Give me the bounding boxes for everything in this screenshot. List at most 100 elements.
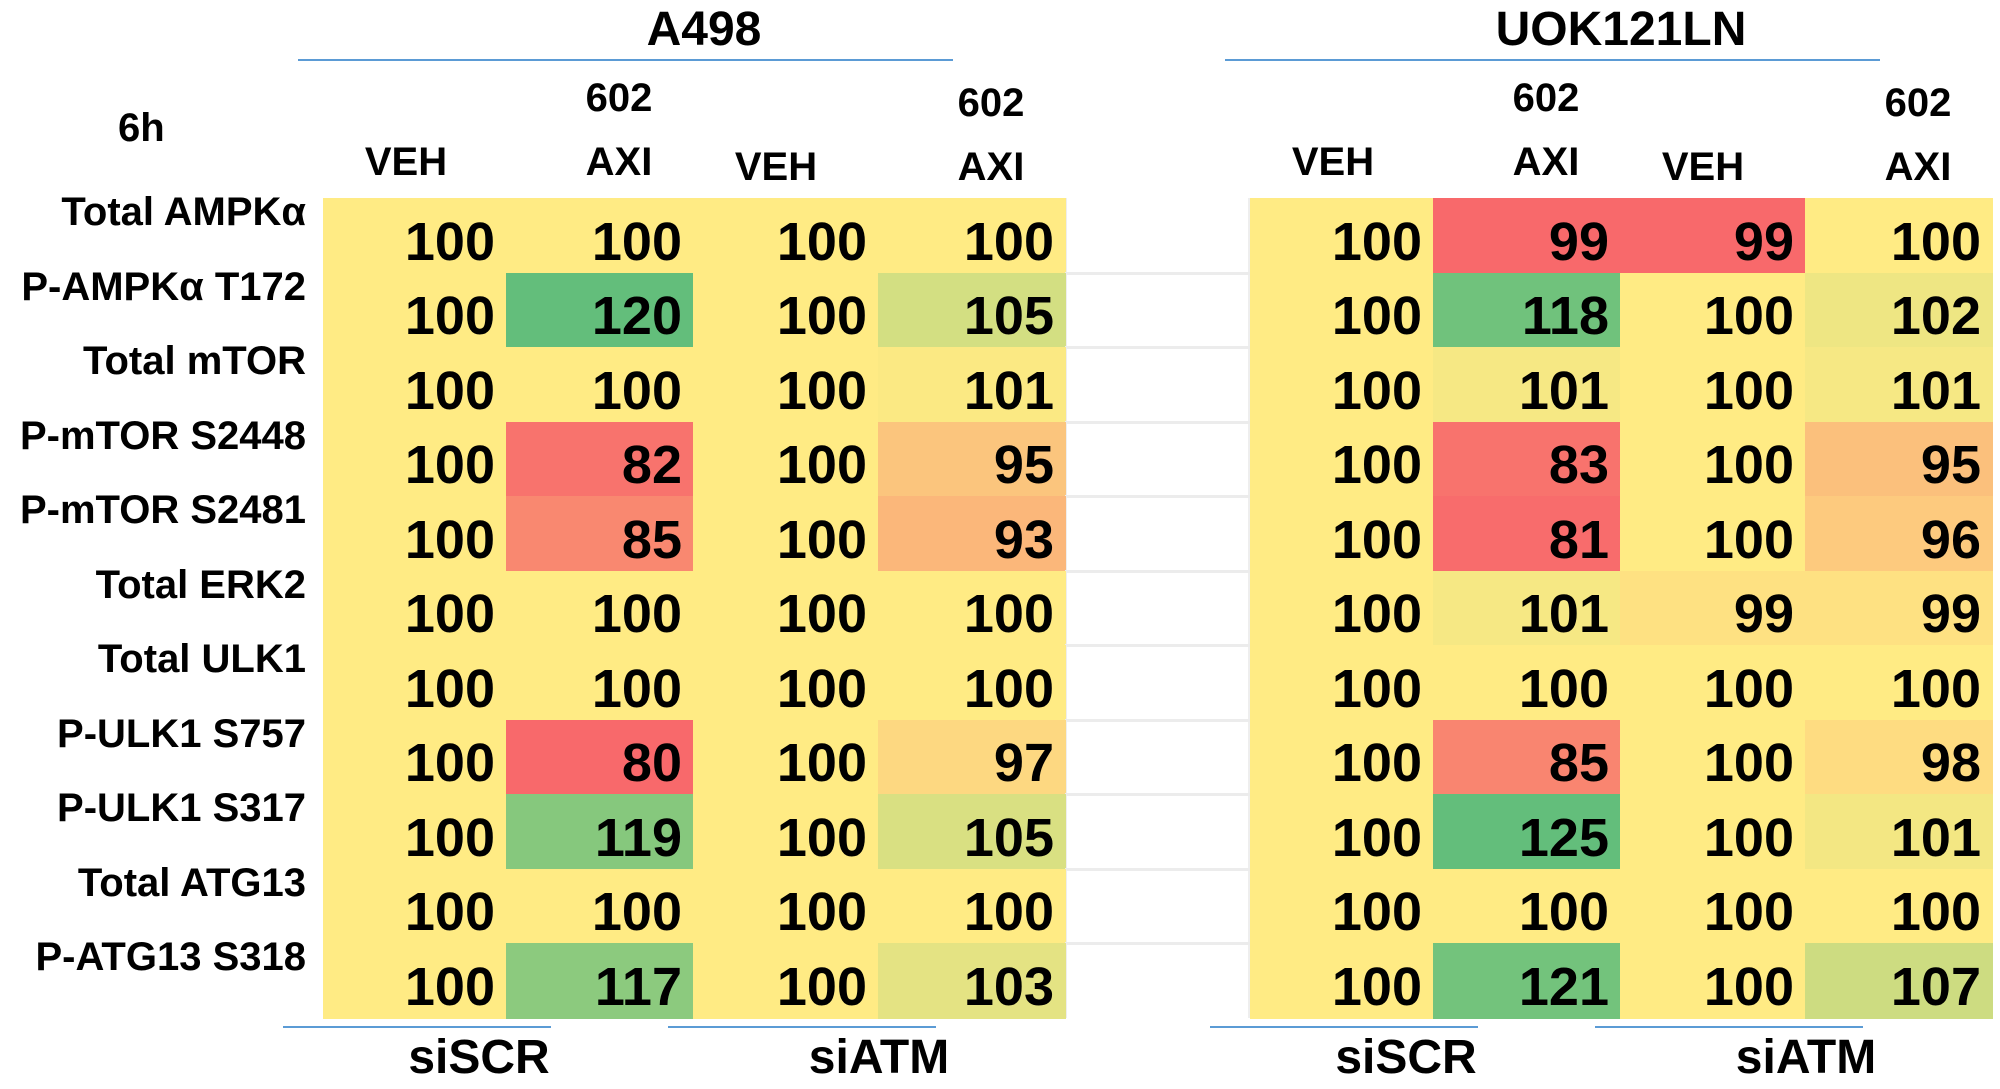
heatmap-cell: 95 [1805,421,1993,497]
heatmap-cell: 100 [878,645,1066,721]
group-underline [668,1026,936,1028]
cell-value: 100 [776,658,867,719]
cell-value: 100 [1331,956,1422,1017]
cell-value: 100 [776,211,867,272]
heatmap-cell: 105 [878,794,1066,870]
cell-value: 100 [1703,882,1794,942]
heatmap-cell: 100 [1250,868,1434,944]
cell-value: 100 [404,509,495,570]
heatmap-cell: 80 [506,719,694,795]
row-label: P-ULK1 S317 [57,786,306,830]
group-underline [1595,1026,1863,1028]
cell-value: 100 [1331,733,1422,793]
heatmap-cell: 99 [1805,570,1993,646]
cell-value: 100 [591,211,682,272]
row-label: P-AMPKα T172 [21,264,306,309]
cell-value: 100 [404,435,495,495]
row-separator [1065,644,1250,647]
heatmap-cell: 99 [1620,570,1806,646]
cell-value: 100 [404,807,495,868]
heatmap-cell: 100 [1433,645,1621,721]
cell-value: 119 [594,807,682,868]
cell-value: 100 [404,584,495,644]
cell-value: 100 [591,658,682,719]
cell-value: 100 [963,211,1054,272]
heatmap-cell: 82 [506,421,694,497]
column-header-treatment: AXI [1884,145,1952,189]
cell-value: 100 [1331,658,1422,719]
heatmap-cell: 100 [878,868,1066,944]
heatmap-cell: 100 [506,198,694,274]
column-header-dose: 602 [1884,81,1952,125]
cell-value: 100 [776,286,867,346]
column-header-dose: 602 [1512,76,1580,120]
heatmap-cell: 100 [506,645,694,721]
column-header-dose: 602 [585,76,653,120]
heatmap-cell: 100 [1620,943,1806,1019]
cell-value: 82 [621,435,682,495]
heatmap-cell: 101 [878,347,1066,423]
cell-value: 100 [776,360,867,421]
cell-value: 100 [776,584,867,644]
cell-value: 83 [1548,435,1609,495]
cell-line-underline [1225,59,1880,61]
heatmap-cell: 118 [1433,272,1621,348]
cell-value: 85 [1548,733,1609,793]
heatmap-cell: 100 [506,347,694,423]
cell-value: 101 [1518,584,1609,644]
heatmap-cell: 100 [323,421,507,497]
cell-value: 101 [1890,360,1981,421]
heatmap-cell: 100 [1620,272,1806,348]
row-label: P-mTOR S2481 [19,488,306,532]
cell-value: 81 [1548,509,1609,570]
cell-value: 99 [1548,211,1609,272]
heatmap-cell: 100 [1620,347,1806,423]
cell-value: 100 [1331,584,1422,644]
column-header-treatment: AXI [585,140,653,184]
cell-value: 100 [963,658,1054,719]
cell-value: 100 [963,584,1054,644]
row-separator [1065,942,1250,945]
cell-value: 100 [1331,807,1422,868]
cell-value: 100 [776,435,867,495]
heatmap-cell: 100 [1250,198,1434,274]
column-header-treatment: AXI [1512,140,1580,184]
row-separator [1065,793,1250,796]
cell-value: 100 [1703,509,1794,570]
cell-value: 125 [1518,807,1609,868]
row-separator [1065,569,1250,573]
heatmap-cell: 119 [506,794,694,870]
heatmap-cell: 100 [1620,421,1806,497]
cell-value: 100 [404,882,495,942]
heatmap-cell: 100 [323,272,507,348]
heatmap-cell: 103 [878,943,1066,1019]
group-underline [283,1026,551,1028]
row-separator [1065,867,1250,871]
heatmap-cell: 121 [1433,943,1621,1019]
heatmap-cell: 100 [1620,496,1806,572]
heatmap-cell: 101 [1433,347,1621,423]
group-label-siscr: siSCR [408,1031,550,1084]
heatmap-cell: 97 [878,719,1066,795]
heatmap-cell: 100 [693,421,879,497]
row-separator [1065,346,1250,349]
column-header-treatment: AXI [957,145,1025,189]
heatmap-cell: 100 [1250,794,1434,870]
cell-value: 100 [776,807,867,868]
cell-value: 100 [776,509,867,570]
cell-value: 99 [1733,584,1794,644]
cell-value: 100 [1703,733,1794,793]
cell-value: 100 [1331,360,1422,421]
heatmap-cell: 100 [1250,570,1434,646]
gap-column [1065,198,1250,1018]
heatmap-cell: 100 [1620,719,1806,795]
cell-value: 100 [1518,882,1609,942]
heatmap-cell: 100 [1250,347,1434,423]
cell-value: 100 [404,956,495,1017]
heatmap-cell: 100 [878,570,1066,646]
cell-value: 100 [591,584,682,644]
cell-value: 98 [1920,733,1981,793]
heatmap-cell: 100 [323,347,507,423]
heatmap-cell: 100 [878,198,1066,274]
cell-value: 95 [1920,435,1981,495]
